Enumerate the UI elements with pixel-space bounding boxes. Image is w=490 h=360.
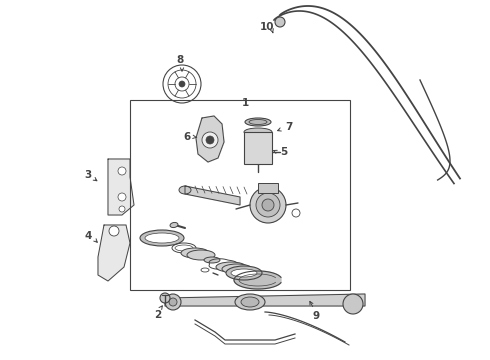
Text: 9: 9	[313, 311, 319, 321]
Circle shape	[109, 226, 119, 236]
Polygon shape	[234, 271, 281, 289]
Circle shape	[118, 167, 126, 175]
Text: 4: 4	[84, 231, 92, 241]
Circle shape	[256, 193, 280, 217]
Ellipse shape	[241, 297, 259, 307]
Circle shape	[275, 17, 285, 27]
Text: 2: 2	[154, 310, 162, 320]
Circle shape	[119, 206, 125, 212]
Ellipse shape	[204, 257, 220, 263]
Ellipse shape	[201, 268, 209, 272]
Ellipse shape	[231, 269, 257, 277]
Circle shape	[292, 209, 300, 217]
Circle shape	[118, 193, 126, 201]
Ellipse shape	[245, 118, 271, 126]
Ellipse shape	[222, 264, 252, 274]
Bar	[244, 132, 272, 164]
Ellipse shape	[187, 250, 215, 260]
Bar	[130, 100, 350, 290]
Ellipse shape	[145, 233, 179, 243]
Text: 5: 5	[280, 147, 288, 157]
Text: 3: 3	[84, 170, 92, 180]
Circle shape	[250, 187, 286, 223]
Ellipse shape	[244, 128, 272, 136]
Ellipse shape	[226, 266, 262, 280]
Text: 10: 10	[260, 22, 274, 32]
Ellipse shape	[179, 186, 191, 194]
Polygon shape	[185, 186, 240, 205]
Circle shape	[179, 81, 185, 87]
Ellipse shape	[140, 230, 184, 246]
Ellipse shape	[249, 120, 267, 125]
Circle shape	[262, 199, 274, 211]
Circle shape	[160, 293, 170, 303]
Text: 7: 7	[285, 122, 293, 132]
Polygon shape	[196, 116, 224, 162]
Text: 6: 6	[183, 132, 191, 142]
Text: 8: 8	[176, 55, 184, 65]
Bar	[258, 183, 278, 193]
Circle shape	[206, 136, 214, 144]
Polygon shape	[165, 294, 365, 306]
Circle shape	[202, 132, 218, 148]
Circle shape	[165, 294, 181, 310]
Circle shape	[169, 298, 177, 306]
Circle shape	[343, 294, 363, 314]
Polygon shape	[196, 116, 224, 162]
Ellipse shape	[170, 222, 178, 228]
Ellipse shape	[216, 262, 246, 272]
Ellipse shape	[181, 248, 209, 258]
Polygon shape	[108, 159, 134, 215]
Text: 1: 1	[242, 98, 248, 108]
Polygon shape	[98, 225, 130, 281]
Ellipse shape	[235, 294, 265, 310]
